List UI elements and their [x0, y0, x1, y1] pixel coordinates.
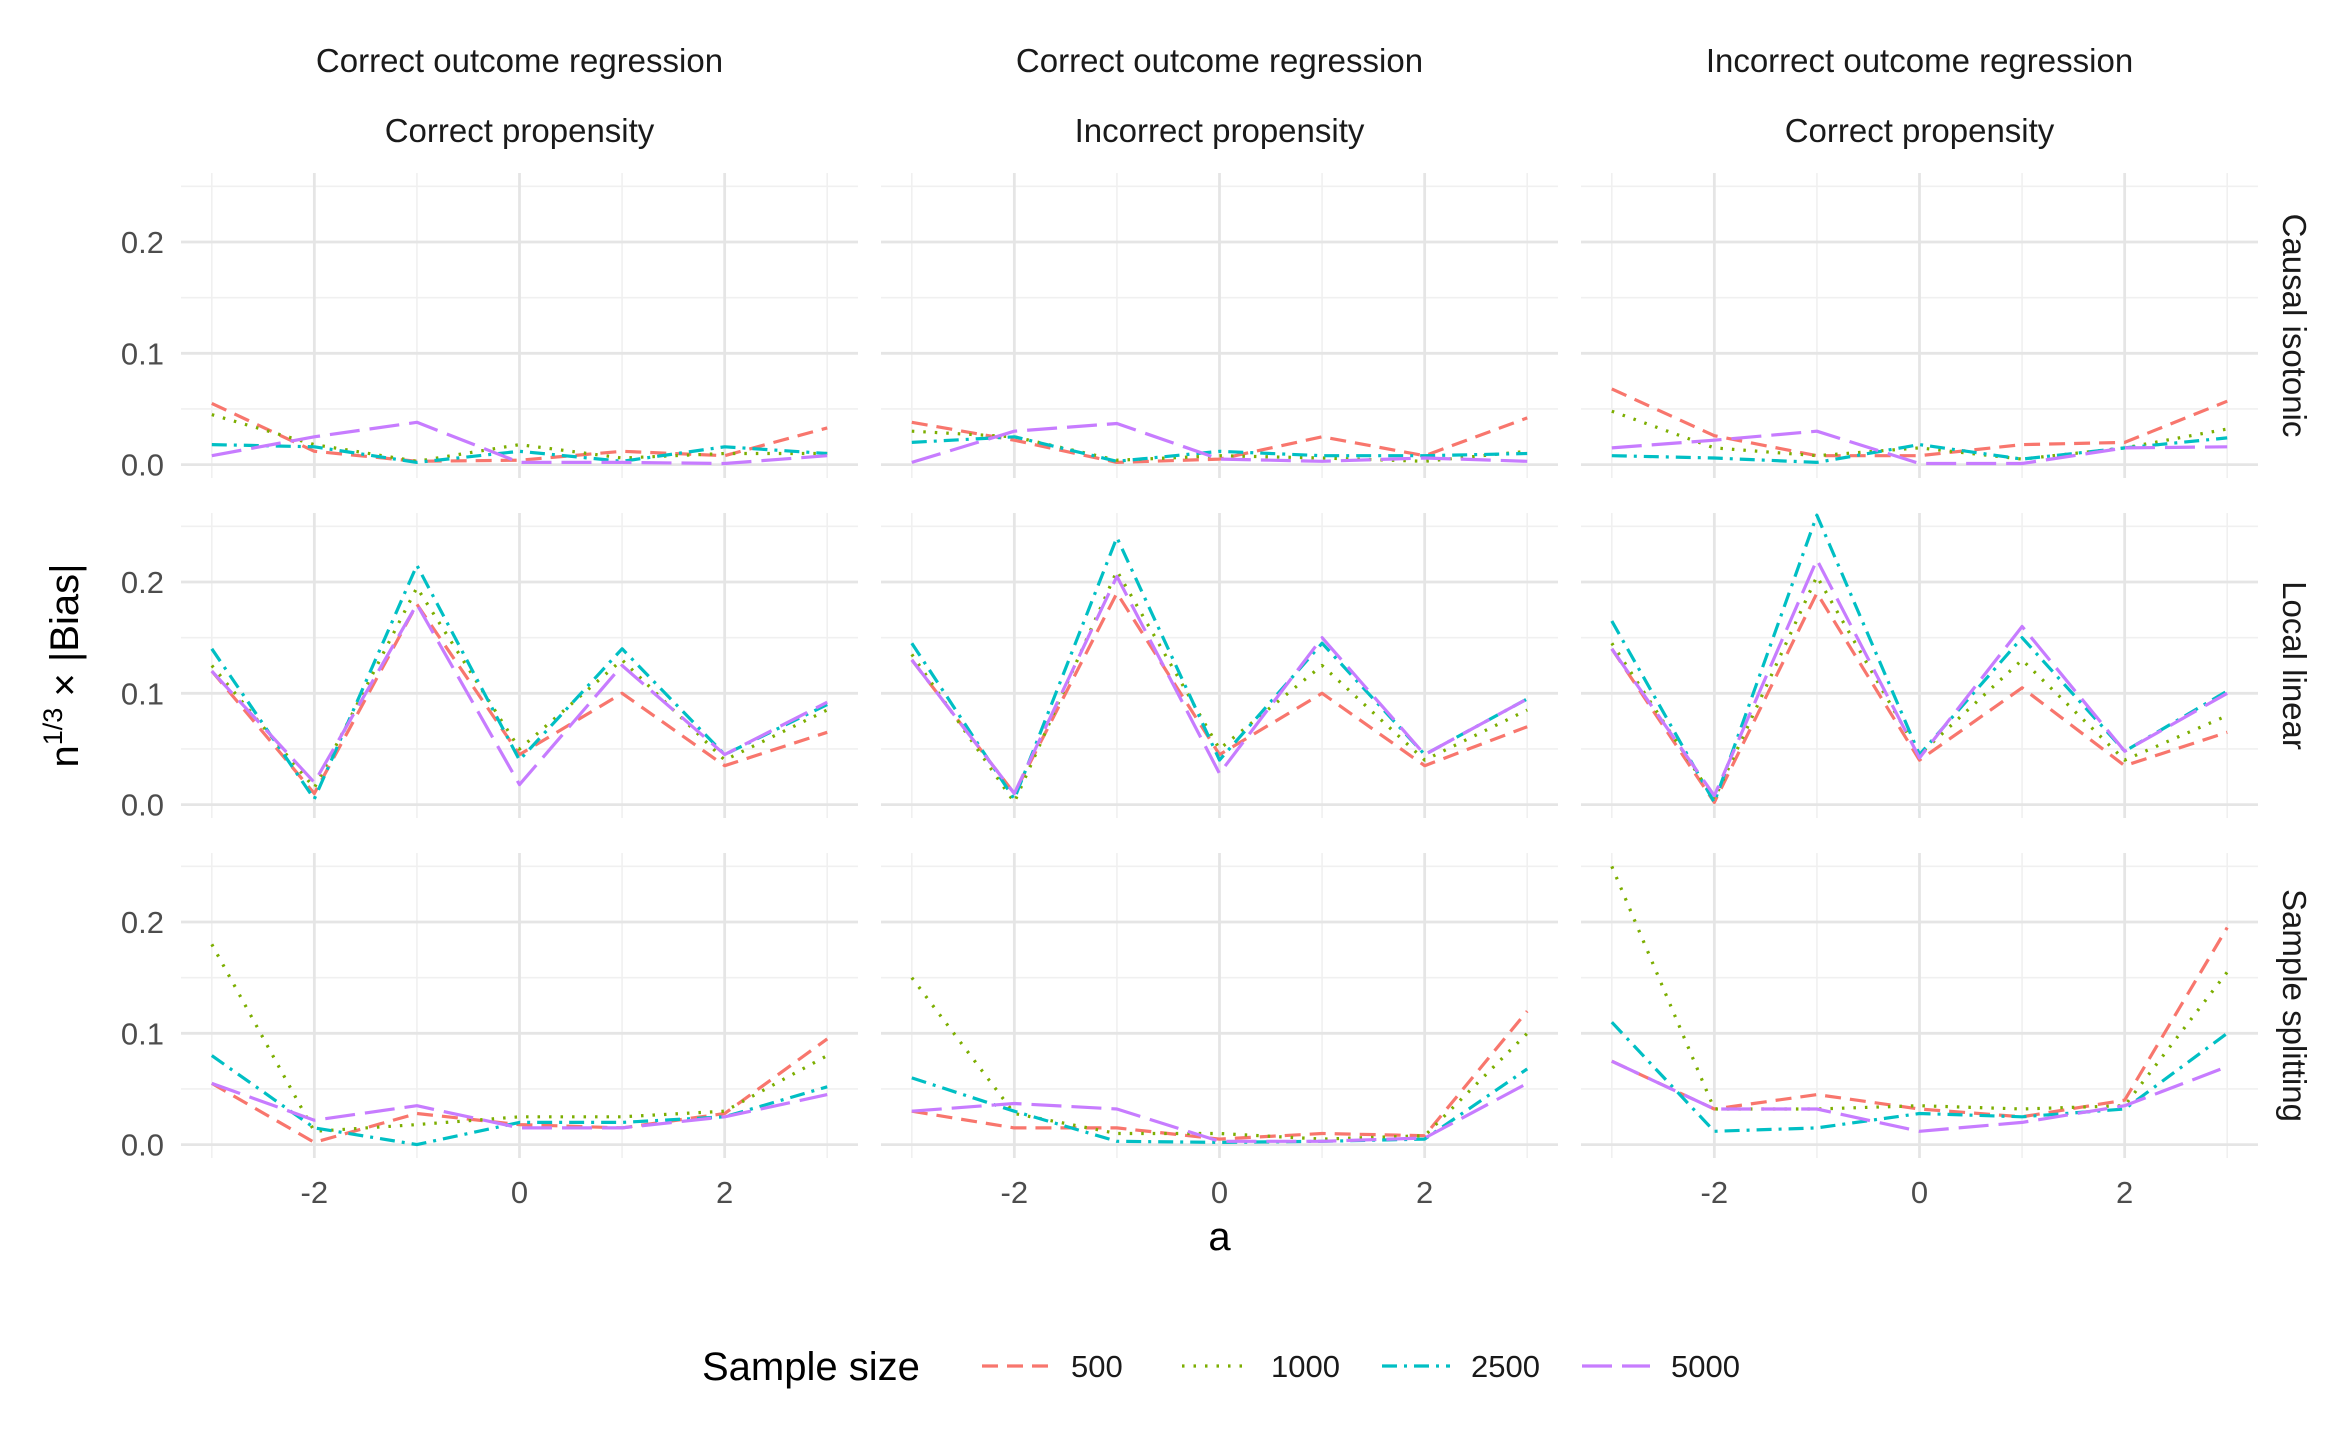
row-strip-label: Sample splitting [2276, 889, 2313, 1122]
series-line-2500 [910, 535, 1528, 801]
series-line-2500 [1611, 436, 2228, 464]
x-tick-label: 2 [2116, 1175, 2133, 1210]
y-tick-label: 0.2 [121, 905, 164, 940]
x-tick-label: -2 [1701, 1175, 1729, 1210]
y-axis-title-term: |Bias| [43, 564, 87, 663]
legend-title: Sample size [702, 1345, 920, 1389]
series-line-5000 [210, 602, 828, 787]
x-axis-title: a [1208, 1215, 1231, 1259]
column-strip-line2: Incorrect propensity [1075, 112, 1365, 149]
series-line-5000 [911, 421, 1528, 464]
series-line-500 [1611, 926, 2229, 1119]
y-axis-title: n1/3 × |Bias| [38, 564, 87, 768]
x-tick-label: 2 [1416, 1175, 1433, 1210]
legend-label-5000: 5000 [1671, 1349, 1740, 1384]
y-axis-title-times: × [43, 662, 87, 708]
column-strip-line2: Correct propensity [385, 112, 655, 149]
series-line-500 [911, 1010, 1529, 1141]
series-line-500 [910, 591, 1528, 796]
y-tick-label: 0.2 [121, 565, 164, 600]
series-line-500 [911, 416, 1528, 464]
x-tick-label: 2 [716, 1175, 733, 1210]
series-line-500 [211, 1037, 829, 1145]
y-tick-label: 0.1 [121, 336, 164, 371]
x-tick-label: -2 [301, 1175, 329, 1210]
legend-label-2500: 2500 [1471, 1349, 1540, 1384]
series-line-2500 [211, 443, 828, 464]
row-strip-label: Local linear [2276, 581, 2313, 750]
column-strip-line1: Incorrect outcome regression [1706, 42, 2133, 79]
column-strip-line2: Correct propensity [1785, 112, 2055, 149]
row-strip-label: Causal isotonic [2276, 214, 2313, 438]
series-line-5000 [1611, 1059, 2228, 1133]
y-tick-label: 0.0 [121, 1128, 164, 1163]
y-tick-label: 0.0 [121, 448, 164, 483]
x-tick-label: 0 [1211, 1175, 1228, 1210]
series-line-2500 [911, 1067, 1529, 1145]
y-tick-label: 0.2 [121, 225, 164, 260]
series-line-5000 [911, 1081, 1528, 1143]
series-line-5000 [1611, 429, 2228, 466]
series-line-5000 [211, 420, 828, 466]
column-strip-line1: Correct outcome regression [1016, 42, 1423, 79]
series-line-2500 [210, 1054, 828, 1147]
y-tick-label: 0.1 [121, 676, 164, 711]
series-line-2500 [1610, 1021, 2229, 1133]
series-line-1000 [910, 569, 1528, 805]
series-line-2500 [911, 435, 1528, 463]
y-axis-title-base: n [43, 745, 87, 767]
series-line-500 [1610, 591, 2228, 805]
series-line-1000 [210, 585, 828, 790]
series-line-5000 [1610, 558, 2228, 798]
series-line-1000 [911, 429, 1528, 463]
series-line-500 [210, 602, 828, 796]
y-tick-label: 0.1 [121, 1016, 164, 1051]
x-tick-label: 0 [511, 1175, 528, 1210]
x-tick-label: 0 [1911, 1175, 1928, 1210]
column-strip-line1: Correct outcome regression [316, 42, 723, 79]
series-line-5000 [910, 574, 1528, 796]
series-line-5000 [211, 1081, 828, 1130]
legend-label-1000: 1000 [1271, 1349, 1340, 1384]
y-tick-label: 0.0 [121, 788, 164, 823]
series-line-500 [1611, 387, 2228, 458]
legend-label-500: 500 [1071, 1349, 1123, 1384]
series-line-500 [211, 401, 828, 463]
y-axis-title-superscript: 1/3 [38, 708, 68, 746]
series-line-1000 [1610, 574, 2228, 801]
x-tick-label: -2 [1001, 1175, 1029, 1210]
